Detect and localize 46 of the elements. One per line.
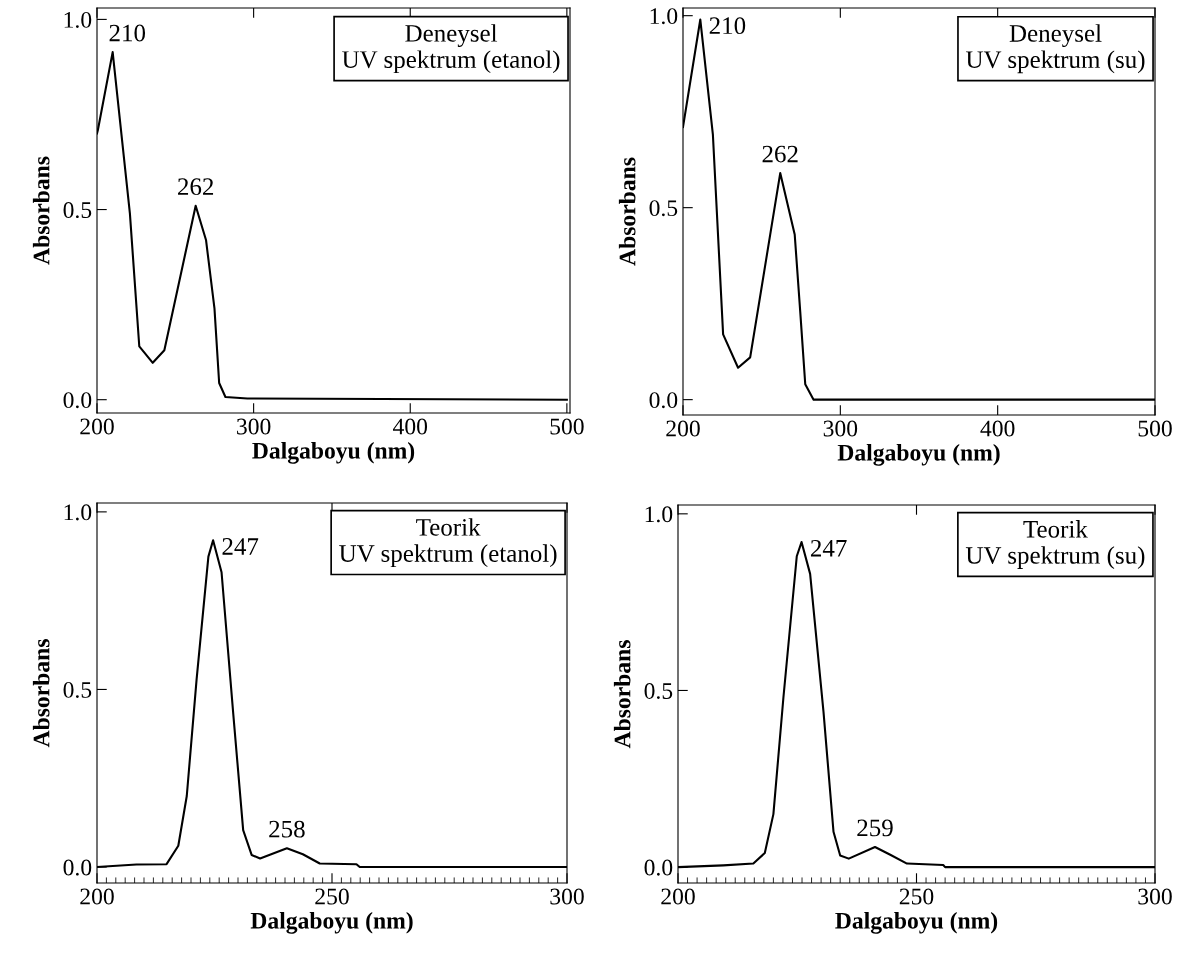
x-tick-label: 500	[550, 418, 584, 435]
annotation: 247	[222, 538, 259, 555]
y-tick-label: 0.5	[649, 200, 678, 217]
y-tick-label: 1.0	[64, 504, 92, 521]
y-tick-label: 1.0	[64, 11, 92, 28]
x-tick-label: 200	[666, 420, 700, 437]
annotation: Deneysel UV spektrum (etanol)	[342, 24, 560, 74]
y-tick-label: 1.0	[645, 506, 673, 523]
y-tick-label: 0.5	[644, 682, 673, 699]
x-tick-label: 500	[1138, 420, 1172, 437]
annotation: Teorik UV spektrum (su)	[965, 520, 1145, 569]
y-tick-label: 1.0	[650, 8, 678, 25]
x-tick-label: 300	[1138, 888, 1172, 905]
y-tick-label: 0.0	[63, 392, 92, 409]
annotation: 258	[269, 820, 305, 838]
annotation: 247	[810, 539, 847, 557]
y-tick-label: 0.5	[63, 681, 92, 698]
x-tick-label: 400	[980, 420, 1015, 437]
x-axis-title: Dalgaboyu (nm)	[252, 442, 415, 464]
annotation: Teorik UV spektrum (etanol)	[339, 518, 557, 568]
y-tick-label: 0.0	[63, 859, 92, 876]
x-tick-label: 300	[550, 888, 584, 905]
y-tick-label: 0.5	[63, 202, 92, 219]
x-tick-label: 300	[823, 420, 858, 437]
annotation: Deneysel UV spektrum (su)	[965, 24, 1145, 74]
x-tick-label: 400	[393, 418, 428, 435]
x-tick-label: 200	[661, 888, 695, 905]
y-axis-title: Absorbans	[32, 639, 50, 748]
x-tick-label: 200	[80, 418, 114, 435]
y-tick-label: 0.0	[644, 859, 673, 876]
y-tick-label: 0.0	[649, 392, 678, 409]
x-tick-label: 250	[899, 888, 934, 905]
annotation: 210	[109, 24, 146, 42]
annotation: 259	[857, 819, 893, 837]
annotation: 262	[178, 178, 214, 196]
x-axis-title: Dalgaboyu (nm)	[837, 444, 1000, 466]
x-axis-title: Dalgaboyu (nm)	[835, 912, 998, 934]
y-axis-title: Absorbans	[32, 156, 50, 265]
annotation: 210	[709, 17, 746, 35]
y-axis-title: Absorbans	[618, 157, 636, 266]
x-axis-title: Dalgaboyu (nm)	[250, 912, 413, 934]
y-axis-title: Absorbans	[613, 640, 631, 749]
x-tick-label: 300	[237, 418, 271, 435]
annotation: 262	[762, 145, 798, 163]
x-tick-label: 250	[315, 888, 349, 905]
x-tick-label: 200	[80, 888, 114, 905]
